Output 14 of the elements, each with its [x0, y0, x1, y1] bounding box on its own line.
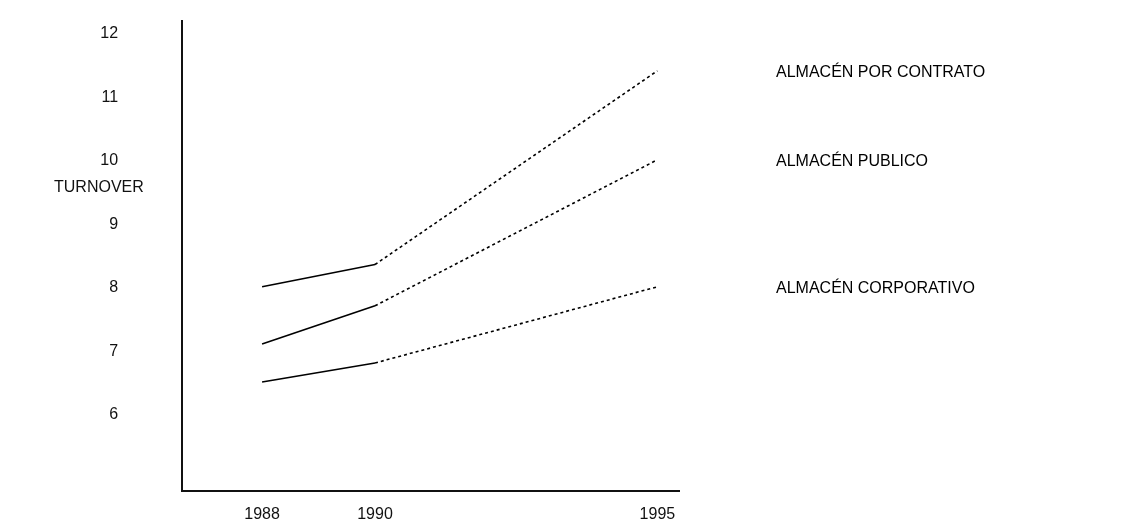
text: ALMACÉN POR CONTRATO — [776, 62, 986, 80]
y-tick-label: 8 — [109, 278, 119, 296]
text: ALMACÉN PUBLICO — [776, 151, 929, 169]
y-tick-label: 6 — [109, 405, 119, 423]
y-tick-label: 7 — [109, 341, 119, 359]
y-tick-label: 12 — [100, 24, 119, 42]
x-tick-label: 1995 — [639, 504, 676, 522]
y-axis-title: TURNOVER — [54, 178, 144, 195]
y-tick-label: 11 — [101, 87, 119, 105]
x-tick-label: 1990 — [357, 504, 393, 522]
x-tick-label: 1988 — [244, 504, 280, 522]
y-tick-label: 10 — [100, 151, 119, 169]
y-tick-label: 9 — [109, 214, 119, 232]
text: ALMACÉN CORPORATIVO — [776, 278, 975, 296]
